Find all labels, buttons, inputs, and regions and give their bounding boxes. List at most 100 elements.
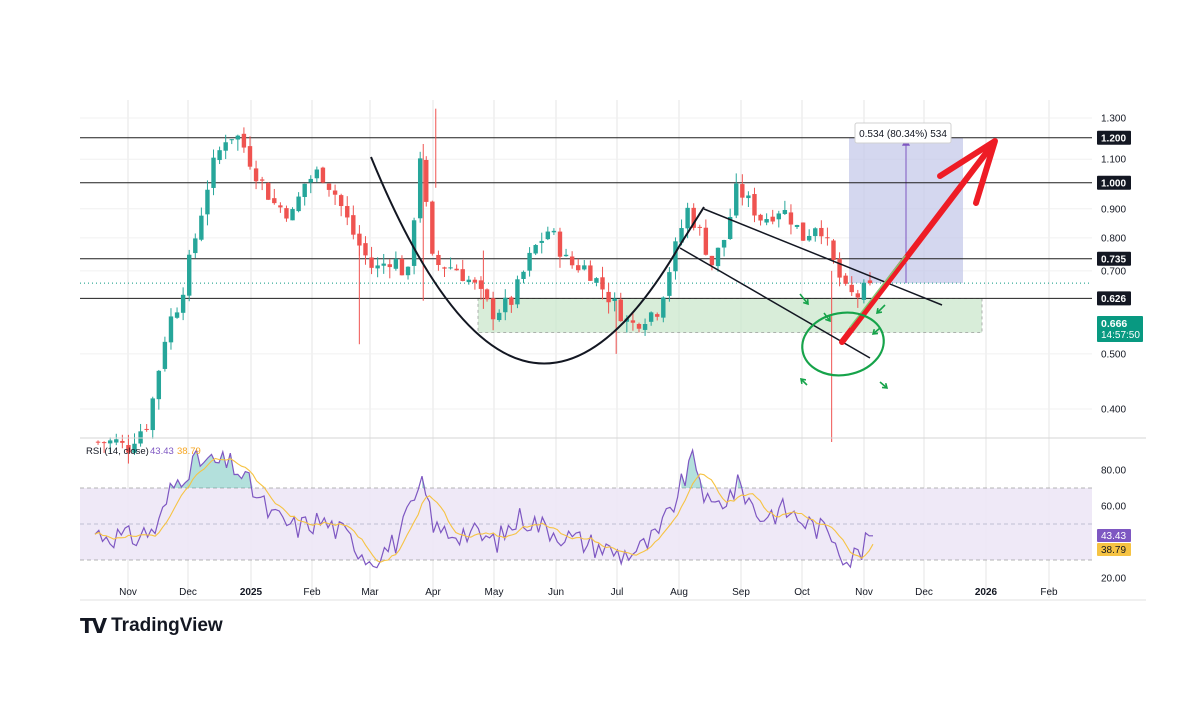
rsi-axis-label: 20.00 — [1101, 574, 1126, 585]
candle-body — [691, 207, 696, 228]
candle-body — [490, 298, 496, 320]
candle-body — [496, 312, 502, 321]
time-axis-label: Feb — [1040, 587, 1058, 598]
candle-body — [448, 267, 453, 269]
bounce-circle — [801, 311, 885, 377]
candle-body — [563, 254, 569, 257]
candle-body — [375, 265, 380, 269]
candle-body — [782, 210, 788, 214]
candle-body — [661, 297, 666, 318]
time-axis-label: Nov — [119, 587, 137, 598]
rsi-title: RSI (14, close) — [86, 446, 149, 457]
candle-body — [709, 255, 715, 266]
price-levels — [80, 137, 1092, 299]
candle-body — [533, 245, 538, 254]
candle-body — [813, 228, 818, 237]
level-badge — [1097, 291, 1131, 306]
rsi-reference-lines — [80, 487, 1092, 561]
candle-body — [460, 269, 465, 282]
drawings — [370, 138, 998, 389]
candle-body — [825, 237, 830, 239]
candle-body — [138, 431, 143, 444]
candle-body — [126, 445, 131, 453]
tradingview-logo[interactable]: TV TradingView — [80, 614, 223, 638]
candle-body — [101, 442, 107, 444]
last-price-badge: 0.666 14:57:50 — [1097, 316, 1143, 342]
candle-body — [746, 195, 751, 199]
level-badge — [1097, 130, 1131, 145]
price-axis-label: 0.900 — [1101, 204, 1126, 215]
candle-body — [211, 157, 216, 188]
rsi-header: RSI (14, close) 43.43 38.79 — [86, 446, 201, 457]
rsi-badges: 43.43 38.79 — [1097, 529, 1131, 556]
candle-body — [369, 257, 374, 268]
candle-body — [752, 194, 757, 216]
candle-body — [187, 254, 192, 296]
small-arrow-shaft — [799, 293, 809, 305]
candle-body — [114, 439, 119, 443]
candle-body — [509, 297, 514, 305]
candle-body — [484, 289, 490, 300]
candle-body — [272, 198, 277, 204]
candle-body — [411, 220, 417, 266]
candle-body — [727, 216, 733, 240]
candle-body — [150, 398, 155, 431]
time-axis-label: Jul — [611, 587, 624, 598]
candle-body — [594, 278, 599, 283]
level-badge-label: 1.200 — [1101, 133, 1126, 144]
candle-body — [569, 256, 575, 266]
measure-label-text: 0.534 (80.34%) 534 — [859, 129, 947, 140]
candle-body — [180, 294, 186, 313]
candle-body — [266, 182, 271, 200]
candle-body — [107, 440, 113, 444]
candle-body — [630, 320, 636, 323]
time-axis-label: Jun — [548, 587, 564, 598]
candle-body — [193, 238, 198, 254]
candle-body — [205, 189, 210, 215]
channel-upper-line — [703, 208, 943, 306]
candle-body — [557, 231, 563, 257]
target-arrow — [839, 141, 996, 345]
candle-body — [545, 231, 551, 240]
candle-body — [326, 183, 332, 190]
candle-body — [417, 158, 423, 219]
candle-body — [454, 268, 459, 271]
time-axis-label: 2026 — [975, 587, 998, 598]
candle-body — [247, 146, 253, 167]
time-axis-label: May — [485, 587, 504, 598]
candle-body — [95, 441, 101, 443]
time-axis-label: Dec — [179, 587, 197, 598]
candle-body — [831, 240, 836, 260]
candle-body — [278, 205, 283, 208]
candle-body — [582, 265, 587, 270]
candle-body — [673, 241, 678, 272]
candle-body — [399, 258, 405, 276]
rsi-axis: 80.00 60.00 20.00 — [1101, 466, 1126, 585]
candle-body — [174, 312, 180, 318]
candle-body — [721, 239, 727, 248]
cup-curve — [370, 156, 705, 365]
candle-body — [740, 184, 745, 198]
candle-body — [302, 183, 307, 197]
candle-body — [837, 258, 842, 278]
candle-body — [600, 277, 605, 290]
last-price-value: 0.666 — [1101, 318, 1127, 330]
candle-body — [685, 207, 690, 229]
price-axis: 1.300 1.100 0.900 0.800 0.700 0.500 0.400 1.200… — [1097, 114, 1131, 416]
candle-body — [788, 212, 794, 225]
candle-body — [156, 370, 162, 400]
price-axis-label: 1.300 — [1101, 114, 1126, 125]
level-badge-label: 0.626 — [1101, 294, 1126, 305]
candle-body — [764, 219, 769, 223]
candle-body — [867, 280, 873, 284]
channel-lower-line — [679, 247, 871, 359]
candle-body — [345, 206, 350, 218]
candle-body — [667, 272, 672, 296]
candle-body — [648, 312, 654, 322]
candle-body — [697, 226, 702, 228]
candle-body — [132, 443, 137, 453]
small-arrow-shaft — [872, 327, 881, 335]
candle-body — [800, 222, 806, 241]
